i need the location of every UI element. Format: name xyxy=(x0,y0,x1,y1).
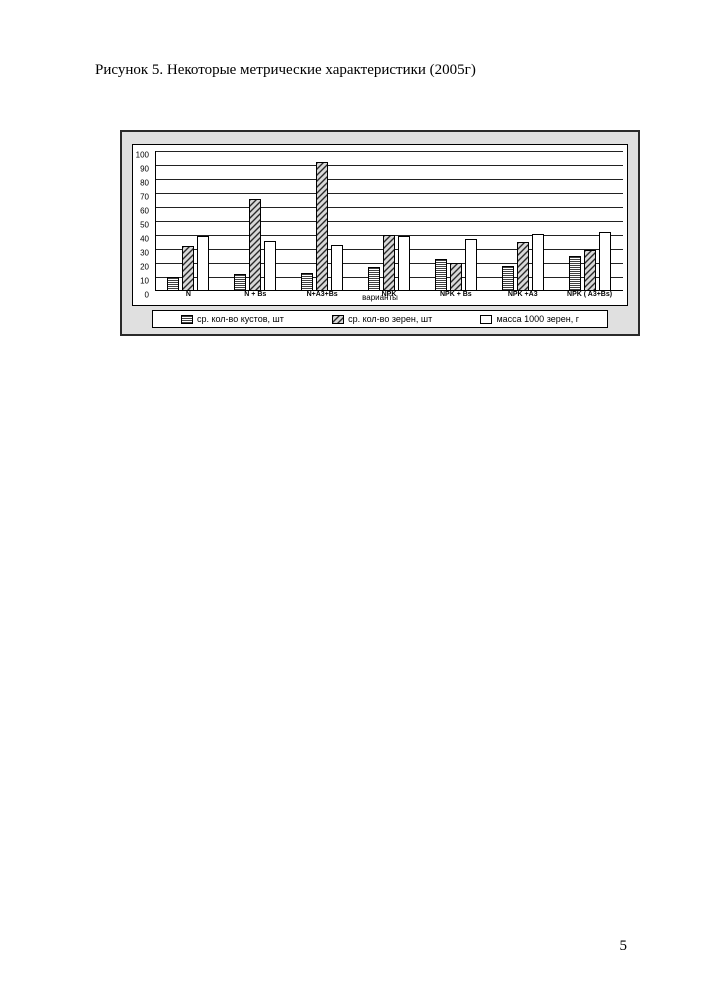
bar xyxy=(331,245,343,291)
bar xyxy=(599,232,611,291)
bar xyxy=(301,273,313,291)
bar xyxy=(502,266,514,291)
y-axis: 0102030405060708090100 xyxy=(127,145,151,305)
page-number: 5 xyxy=(620,938,628,955)
y-tick-label: 80 xyxy=(125,179,149,188)
bar xyxy=(182,246,194,291)
legend-item: ср. кол-во зерен, шт xyxy=(332,314,432,324)
bar xyxy=(264,241,276,291)
legend-label: масса 1000 зерен, г xyxy=(496,314,579,324)
bar xyxy=(316,162,328,291)
bar xyxy=(383,235,395,291)
bars-area xyxy=(155,151,623,291)
legend: ср. кол-во кустов, шт ср. кол-во зерен, ш… xyxy=(152,310,608,328)
x-axis-title: варианты xyxy=(133,293,627,304)
bar xyxy=(435,259,447,291)
y-tick-label: 50 xyxy=(125,221,149,230)
legend-label: ср. кол-во кустов, шт xyxy=(197,314,284,324)
bar xyxy=(398,236,410,291)
legend-label: ср. кол-во зерен, шт xyxy=(348,314,432,324)
y-tick-label: 20 xyxy=(125,263,149,272)
y-tick-label: 60 xyxy=(125,207,149,216)
legend-item: ср. кол-во кустов, шт xyxy=(181,314,284,324)
bar xyxy=(532,234,544,291)
figure-caption: Рисунок 5. Некоторые метрические характе… xyxy=(95,62,476,79)
bar xyxy=(450,263,462,291)
bar xyxy=(197,236,209,291)
y-tick-label: 100 xyxy=(125,151,149,160)
bar xyxy=(584,250,596,291)
bar xyxy=(465,239,477,291)
y-tick-label: 70 xyxy=(125,193,149,202)
legend-swatch xyxy=(181,315,193,324)
y-tick-label: 30 xyxy=(125,249,149,258)
bar-chart: 0102030405060708090100 NN + BsN+A3+BsNPK… xyxy=(132,144,628,306)
bar xyxy=(517,242,529,291)
bar xyxy=(368,267,380,291)
chart-container: 0102030405060708090100 NN + BsN+A3+BsNPK… xyxy=(120,130,640,336)
y-tick-label: 10 xyxy=(125,277,149,286)
bar xyxy=(167,277,179,291)
legend-item: масса 1000 зерен, г xyxy=(480,314,579,324)
y-tick-label: 40 xyxy=(125,235,149,244)
y-tick-label: 90 xyxy=(125,165,149,174)
bar xyxy=(234,274,246,291)
bar xyxy=(249,199,261,291)
legend-swatch xyxy=(332,315,344,324)
bar xyxy=(569,256,581,291)
legend-swatch xyxy=(480,315,492,324)
